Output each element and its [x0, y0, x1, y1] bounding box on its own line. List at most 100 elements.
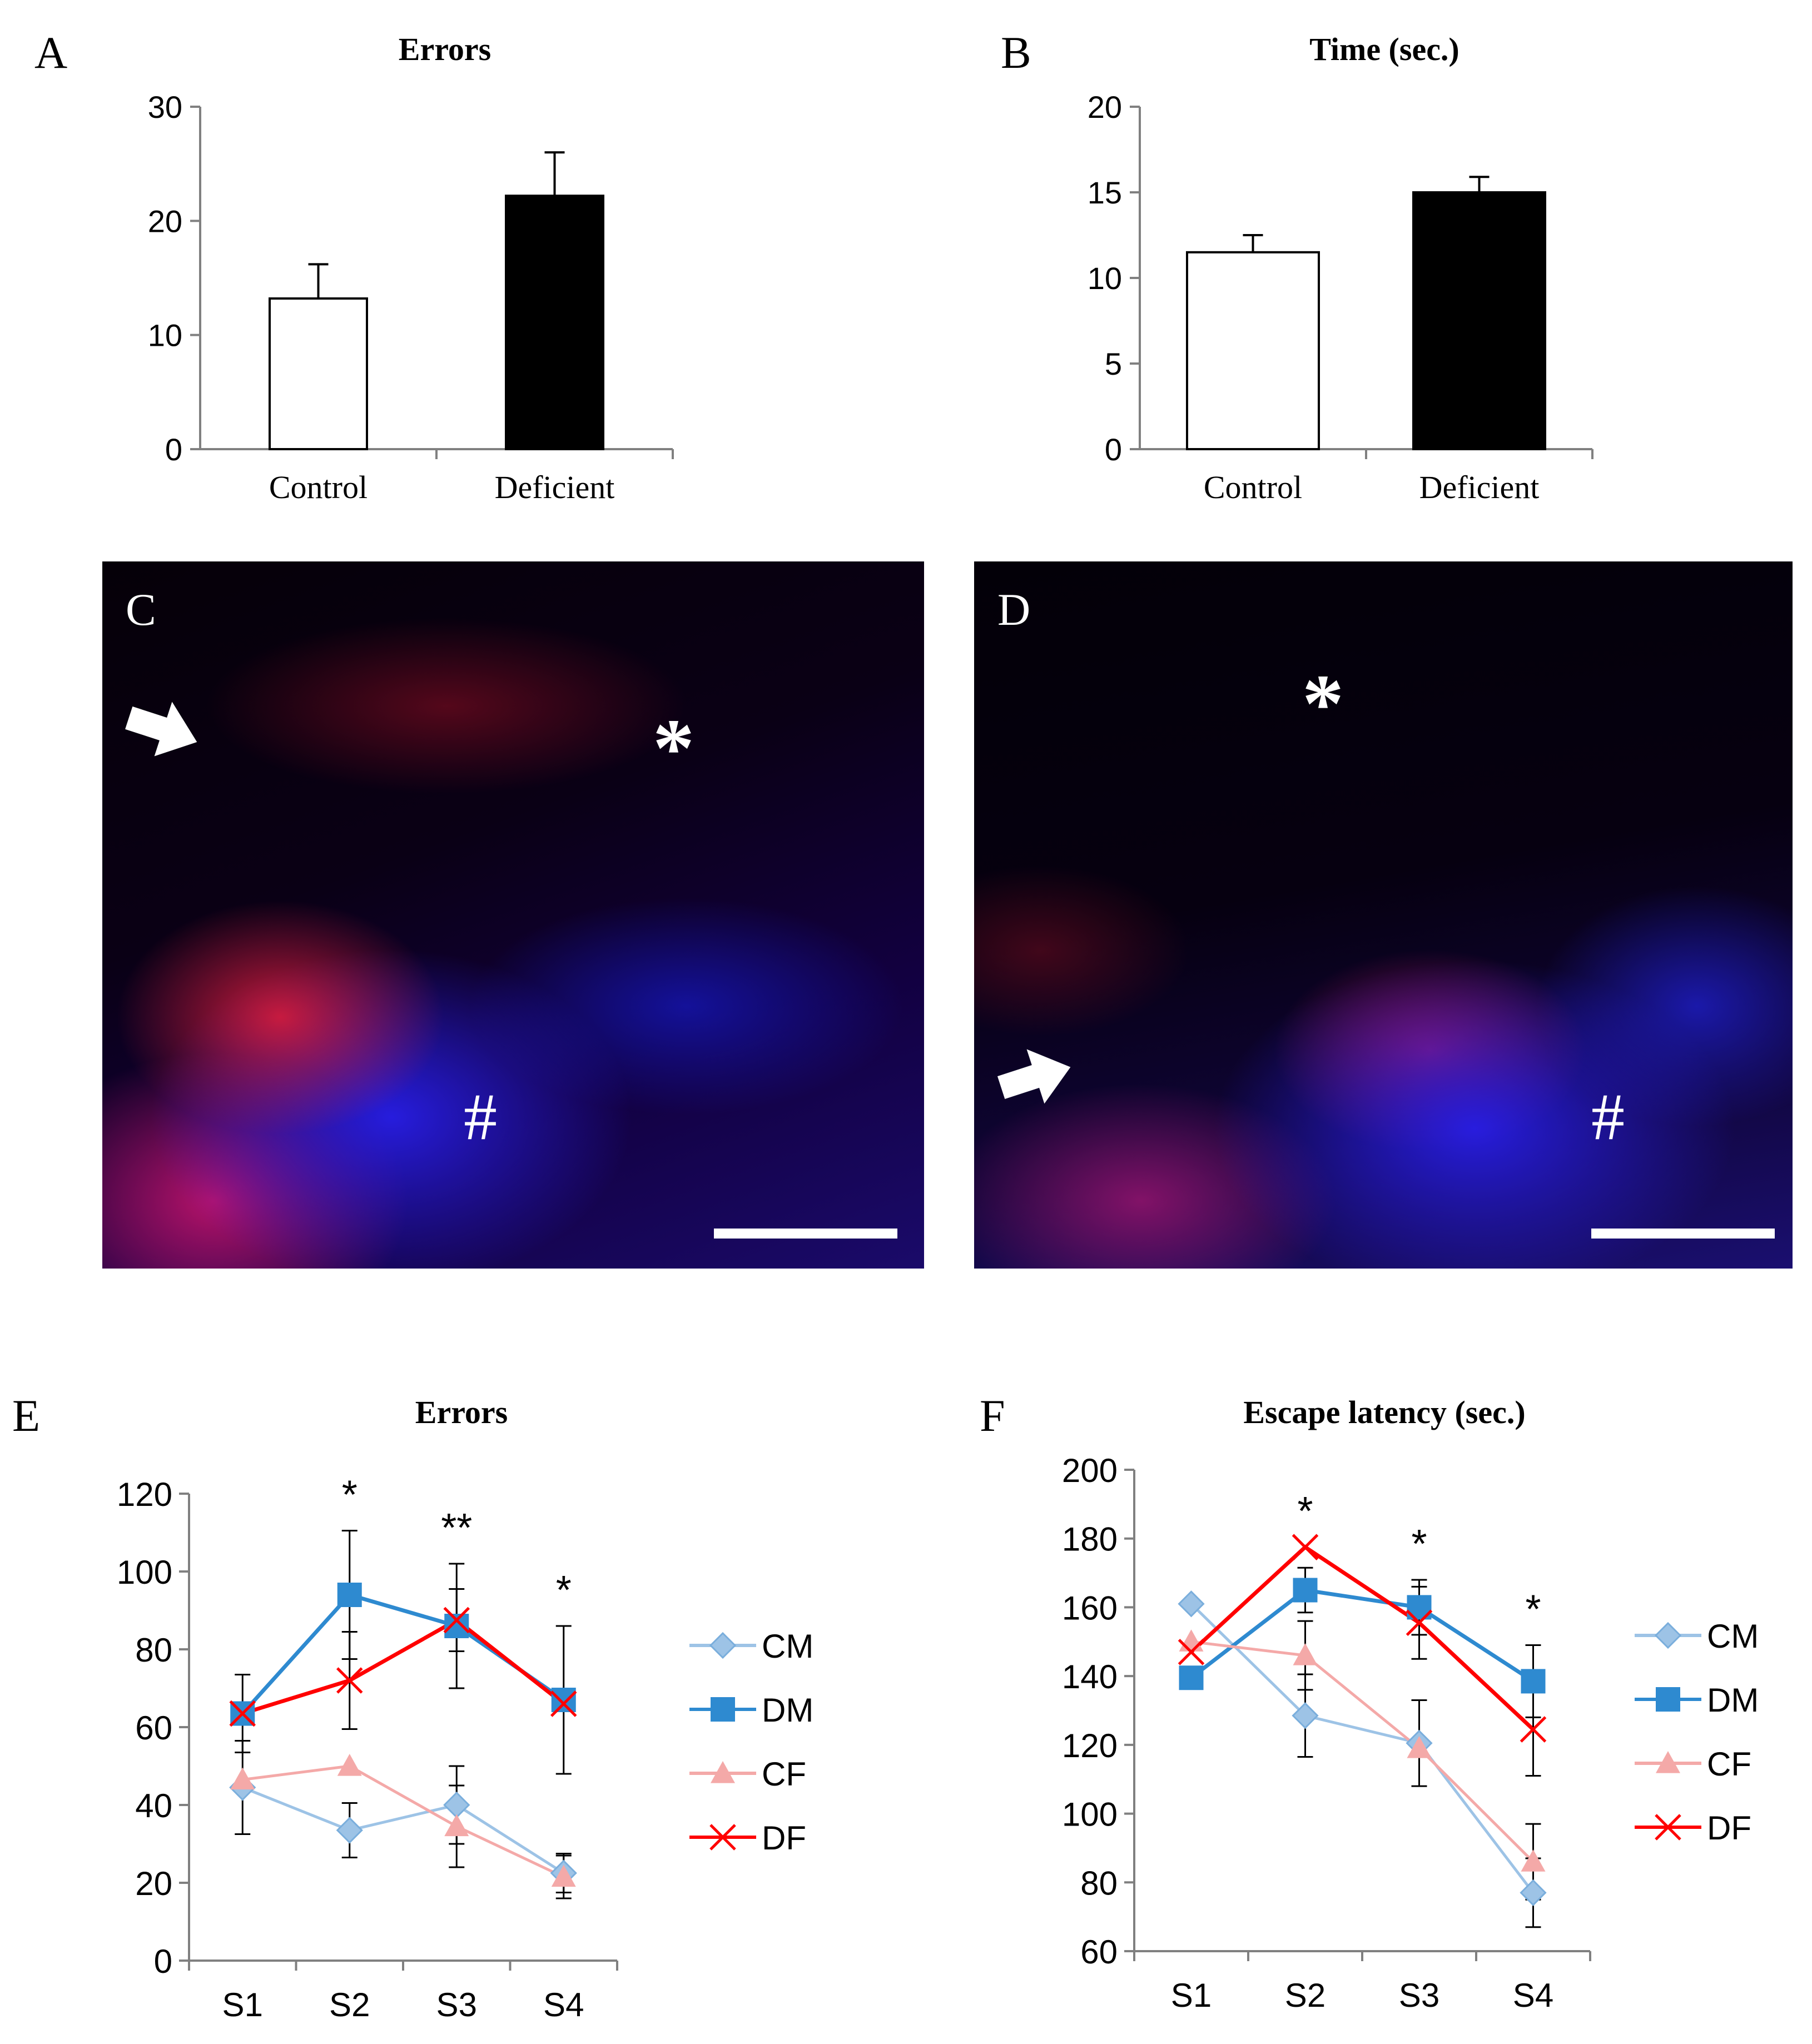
- x-tick-label: Deficient: [495, 469, 615, 505]
- x-tick-label: Deficient: [1419, 469, 1540, 505]
- x-tick-label: S1: [222, 1986, 263, 2023]
- chart-title: Errors: [399, 31, 491, 67]
- y-tick-label: 80: [135, 1632, 172, 1669]
- point-dm-s1: [1179, 1665, 1204, 1690]
- legend-marker-dm: [1656, 1687, 1680, 1712]
- point-cm-s1: [1178, 1590, 1205, 1618]
- x-tick-label: S1: [1171, 1977, 1212, 2014]
- y-tick-label: 30: [148, 89, 182, 125]
- point-dm-s2: [1293, 1578, 1318, 1603]
- chart-f-latency-line: Escape latency (sec.) 60 80 100 120 140 160 180…: [1062, 1394, 1759, 2014]
- chart-title: Errors: [415, 1394, 508, 1430]
- series-line-cf: [242, 1764, 564, 1878]
- asterisk-marker: *: [1302, 658, 1344, 750]
- legend-label-df: DF: [1707, 1809, 1751, 1847]
- y-tick-label: 60: [1080, 1933, 1118, 1971]
- point-df-s4: [550, 1690, 577, 1717]
- x-tick-label: S2: [329, 1986, 370, 2023]
- chart-title: Escape latency (sec.): [1243, 1394, 1525, 1430]
- y-tick-label: 10: [148, 318, 182, 353]
- bar-control: [269, 297, 368, 451]
- series-line-dm: [241, 1593, 565, 1715]
- point-dm-s2: [337, 1583, 362, 1607]
- point-df-s3: [443, 1607, 470, 1634]
- point-cf-s2: [1293, 1643, 1318, 1665]
- series-line-cm: [1190, 1603, 1535, 1894]
- micrograph-c: C * #: [102, 561, 924, 1269]
- hash-marker: #: [1591, 1080, 1625, 1153]
- point-cm-s3: [443, 1791, 470, 1819]
- significance-marker: **: [441, 1506, 472, 1550]
- x-tick-label: S4: [1513, 1977, 1553, 2014]
- panel-label-a: A: [34, 27, 68, 78]
- x-tick-label: S2: [1285, 1977, 1326, 2014]
- panel-label-f: F: [980, 1390, 1005, 1441]
- point-cf-s4: [1521, 1849, 1546, 1872]
- y-tick-label: 40: [135, 1787, 172, 1824]
- chart-a-errors-bar: Errors 0 10 20 30 Control Deficient: [148, 31, 674, 505]
- point-df-s1: [1178, 1639, 1205, 1665]
- point-df-s2: [336, 1667, 363, 1694]
- point-cm-s2: [1292, 1702, 1319, 1729]
- y-tick-label: 0: [1105, 432, 1122, 467]
- y-tick-label: 0: [165, 432, 182, 467]
- y-tick-label: 5: [1105, 346, 1122, 381]
- panel-label-e: E: [12, 1390, 41, 1441]
- chart-title: Time (sec.): [1309, 31, 1459, 67]
- scale-bar: [1591, 1229, 1775, 1239]
- y-tick-label: 15: [1088, 175, 1122, 210]
- panel-label-d: D: [997, 584, 1031, 635]
- bar-control: [1186, 251, 1320, 450]
- point-dm-s3: [444, 1614, 469, 1638]
- bar-deficient: [505, 195, 604, 450]
- point-df-s1: [229, 1700, 256, 1727]
- point-cf-s4: [551, 1864, 576, 1887]
- y-tick-label: 100: [1062, 1796, 1118, 1833]
- y-tick-label: 120: [117, 1476, 172, 1513]
- x-tick-label: S3: [436, 1986, 477, 2023]
- series-line-cf: [1191, 1640, 1535, 1863]
- hash-marker: #: [464, 1080, 497, 1153]
- panel-label-c: C: [126, 584, 156, 635]
- legend-label-cf: CF: [762, 1755, 806, 1793]
- point-cf-s1: [230, 1767, 255, 1790]
- series-line-dm: [1190, 1588, 1535, 1683]
- point-cf-s2: [337, 1754, 362, 1776]
- y-tick-label: 80: [1080, 1864, 1118, 1902]
- y-tick-label: 120: [1062, 1727, 1118, 1764]
- legend-marker-cm: [709, 1632, 737, 1659]
- y-tick-label: 140: [1062, 1658, 1118, 1695]
- x-tick-label: Control: [1204, 469, 1302, 505]
- significance-marker: *: [342, 1473, 358, 1518]
- series-line-df: [242, 1618, 565, 1715]
- legend-marker-cf: [1656, 1751, 1680, 1773]
- micrograph-d: D * #: [974, 561, 1793, 1269]
- legend-marker-cm: [1654, 1622, 1682, 1649]
- point-cm-s2: [336, 1817, 363, 1844]
- series-line-df: [1190, 1544, 1535, 1731]
- significance-marker: *: [1411, 1522, 1427, 1566]
- point-cf-s3: [1407, 1736, 1432, 1758]
- significance-marker: *: [1525, 1587, 1541, 1632]
- significance-marker: *: [1297, 1489, 1313, 1534]
- legend-label-cm: CM: [762, 1628, 813, 1665]
- significance-marker: *: [556, 1568, 572, 1613]
- point-cf-s1: [1179, 1629, 1204, 1652]
- arrow-icon: [997, 1049, 1071, 1104]
- legend-label-dm: DM: [762, 1692, 813, 1729]
- x-tick-label: S4: [543, 1986, 584, 2023]
- point-cf-s3: [444, 1814, 469, 1837]
- chart-b-time-bar: Time (sec.) 0 5 10 15 20 Control Deficient: [1088, 31, 1593, 505]
- y-tick-label: 20: [135, 1865, 172, 1902]
- legend-marker-cf: [711, 1761, 735, 1783]
- y-tick-label: 200: [1062, 1452, 1118, 1489]
- series-line-cm: [242, 1786, 565, 1874]
- point-df-s2: [1292, 1534, 1319, 1560]
- legend-marker-dm: [711, 1697, 735, 1722]
- y-tick-label: 0: [154, 1943, 172, 1980]
- x-tick-label: Control: [269, 469, 368, 505]
- y-tick-label: 20: [148, 203, 182, 238]
- legend-label-cf: CF: [1707, 1745, 1751, 1783]
- panel-label-b: B: [1001, 27, 1031, 78]
